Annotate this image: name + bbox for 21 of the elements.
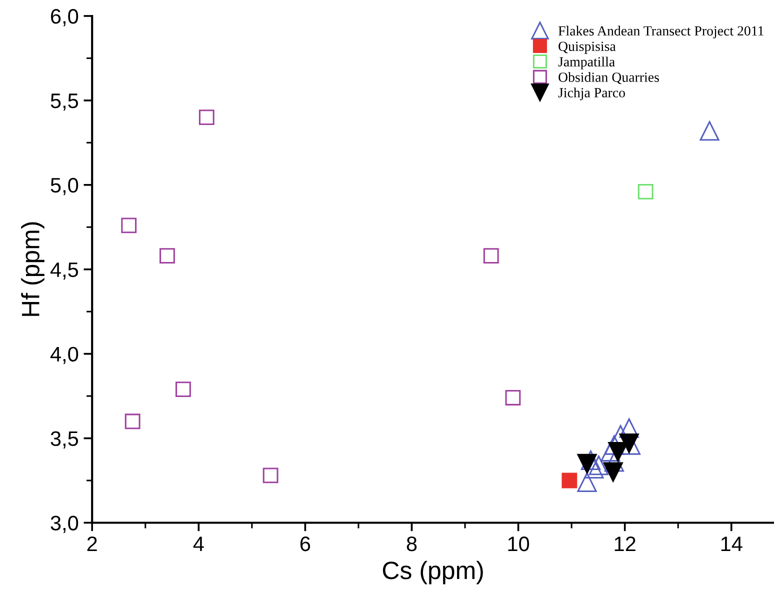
- y-tick-label: 4,0: [50, 346, 78, 364]
- x-tick-label: 14: [721, 536, 742, 552]
- y-tick-label: 3,0: [50, 516, 78, 533]
- y-axis-title: Hf (ppm): [21, 222, 44, 316]
- x-tick-label: 6: [300, 536, 310, 552]
- x-tick-label: 4: [193, 536, 204, 552]
- x-tick-label: 8: [406, 536, 417, 552]
- y-tick-label: 5,5: [50, 94, 78, 111]
- legend-label: Quispisisa: [558, 42, 616, 54]
- y-tick-label: 4,5: [50, 262, 78, 280]
- y-tick-label: 5,0: [50, 178, 78, 196]
- legend-label: Flakes Andean Transect Project 2011: [558, 26, 764, 38]
- x-tick-label: 2: [87, 536, 97, 552]
- legend-label: Obsidian Quarries: [558, 72, 659, 84]
- y-tick-label: 6,0: [51, 8, 78, 26]
- x-axis-title: Cs (ppm): [382, 560, 483, 584]
- y-tick-label: 3,5: [50, 431, 78, 448]
- x-tick-label: 10: [508, 536, 530, 552]
- x-tick-label: 12: [614, 536, 636, 552]
- legend-label: Jichja Parco: [558, 88, 625, 100]
- legend-label: Jampatilla: [558, 56, 615, 70]
